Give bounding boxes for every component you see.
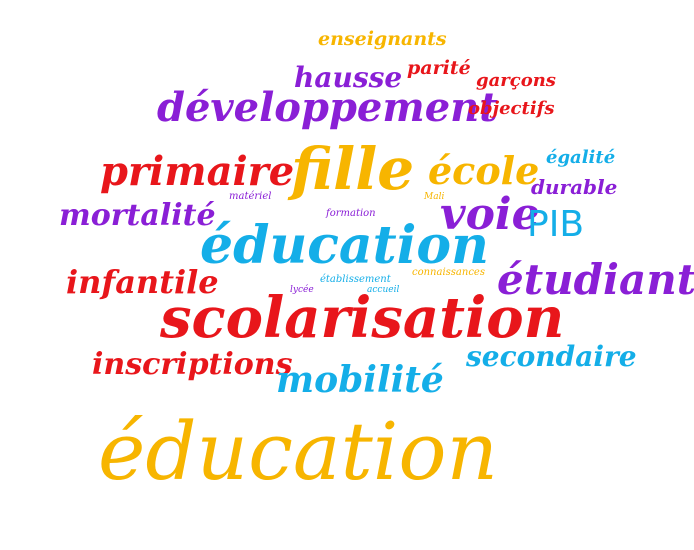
word-pib: PIB — [527, 204, 585, 245]
word-accueil: accueil — [367, 285, 400, 295]
word-lycee: lycée — [290, 285, 314, 295]
word-inscriptions: inscriptions — [92, 347, 293, 382]
word-ecole: école — [428, 148, 540, 193]
word-garcons: garçons — [476, 70, 556, 91]
word-education-mid: éducation — [200, 215, 489, 276]
word-formation: formation — [326, 208, 376, 219]
word-egalite: égalité — [546, 147, 616, 168]
word-secondaire: secondaire — [466, 340, 637, 373]
word-mobilite: mobilité — [276, 359, 444, 401]
word-mali: Mali — [424, 192, 445, 202]
word-enseignants: enseignants — [318, 28, 447, 50]
word-fille: fille — [291, 135, 415, 203]
word-hausse: hausse — [294, 61, 403, 94]
word-etudiant: étudiant — [497, 255, 694, 304]
word-objectifs: objectifs — [468, 98, 555, 119]
word-materiel: matériel — [229, 191, 272, 202]
word-durable: durable — [531, 175, 618, 199]
word-mortalite: mortalité — [59, 198, 216, 233]
word-developpement: développement — [157, 84, 498, 131]
word-parite: parité — [407, 57, 471, 79]
word-scolarisation: scolarisation — [160, 285, 565, 351]
word-etablissement: établissement — [320, 274, 391, 285]
word-education-large: éducation — [98, 405, 498, 498]
word-infantile: infantile — [66, 263, 219, 301]
word-primaire: primaire — [100, 148, 295, 195]
word-connaissances: connaissances — [412, 267, 485, 278]
word-voie: voie — [440, 189, 540, 240]
